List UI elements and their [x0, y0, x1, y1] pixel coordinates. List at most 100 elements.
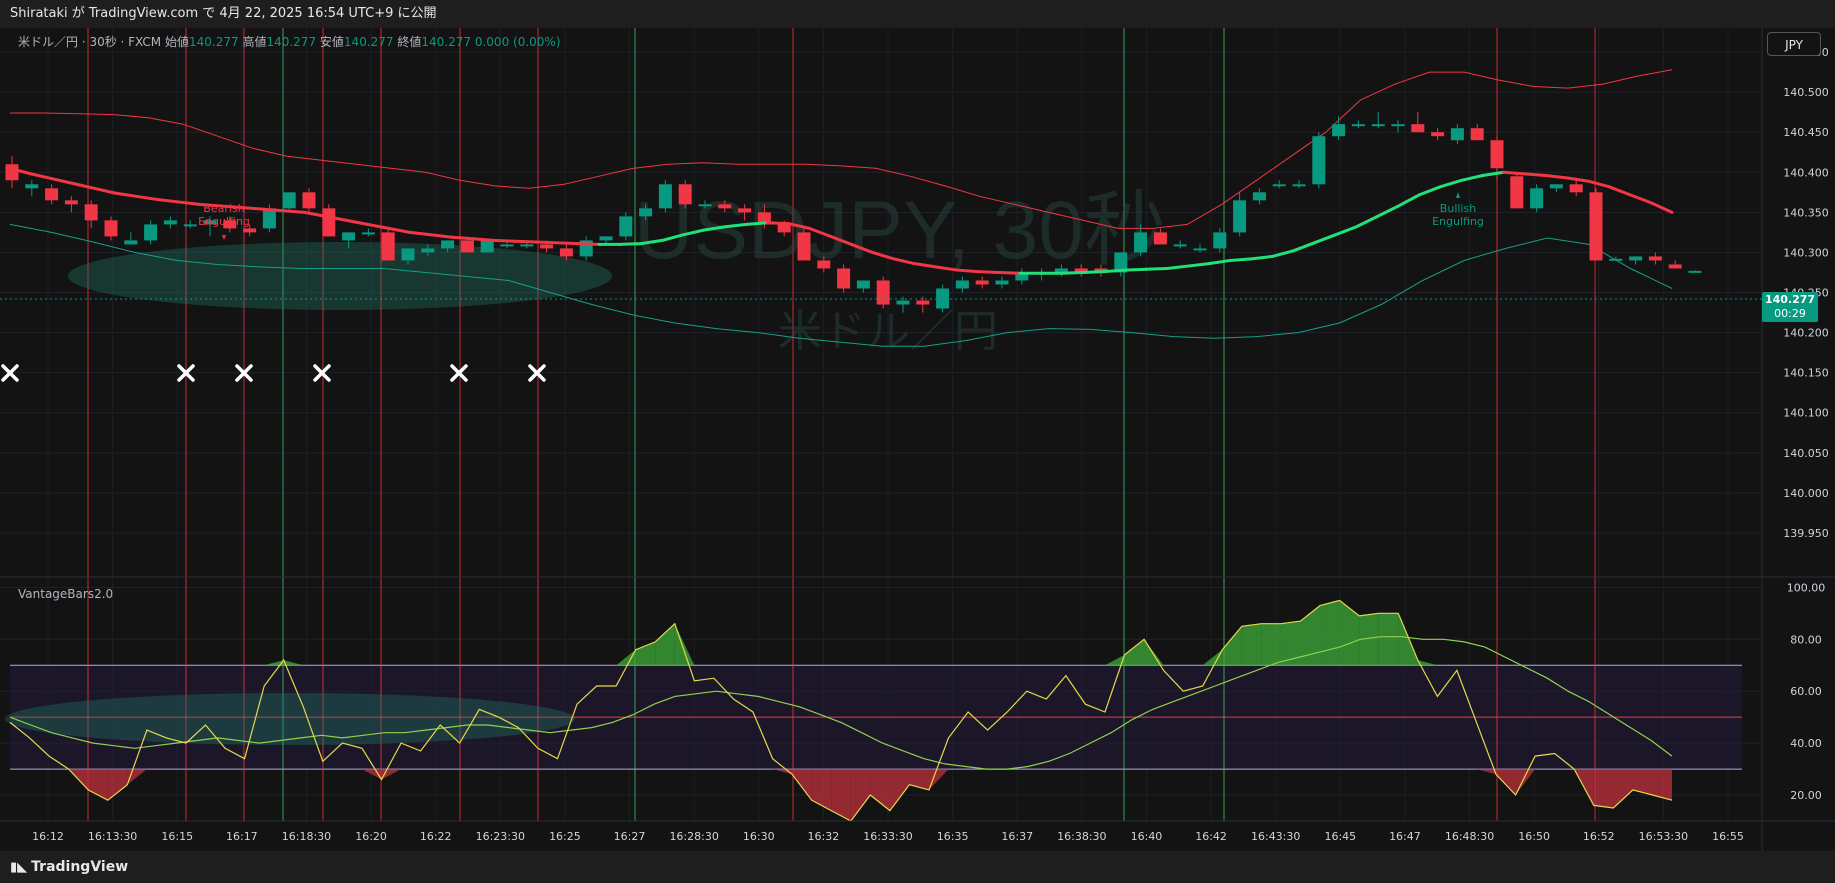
symbol-legend[interactable]: 米ドル／円 · 30秒 · FXCM 始値140.277 高値140.277 安… [18, 33, 561, 50]
candle-body [382, 232, 395, 260]
candle-body [817, 260, 830, 268]
candle-body [1392, 124, 1405, 126]
time-tick-label: 16:30 [743, 830, 775, 843]
time-tick-label: 16:55 [1712, 830, 1744, 843]
candle-body [600, 236, 613, 240]
overbought-fill [1261, 624, 1281, 666]
candle-body [303, 192, 316, 208]
highlight-ellipse-osc [5, 693, 575, 745]
footer: ▮◣TradingView [0, 851, 1835, 883]
candle-body [1471, 128, 1484, 140]
time-tick-label: 16:33:30 [863, 830, 912, 843]
overbought-fill [1379, 613, 1399, 665]
oversold-fill [1594, 769, 1614, 808]
price-tick-label: 140.350 [1783, 206, 1829, 219]
price-tick-label: 140.150 [1783, 367, 1829, 380]
candle-body [1570, 184, 1583, 192]
legend-low: 140.277 [344, 35, 394, 49]
time-tick-label: 16:20 [355, 830, 387, 843]
candle-body [1530, 188, 1543, 208]
indicator-label[interactable]: VantageBars2.0 [18, 587, 113, 601]
ma-segment [1146, 268, 1167, 269]
ma-segment [1504, 172, 1525, 174]
overbought-fill [1242, 624, 1262, 666]
osc-tick-label: 60.00 [1790, 685, 1822, 698]
tradingview-logo-icon: ▮◣ [10, 860, 27, 875]
candle-body [1312, 136, 1325, 184]
time-tick-label: 16:13:30 [88, 830, 137, 843]
tradingview-logo[interactable]: ▮◣TradingView [10, 859, 128, 875]
currency-button[interactable]: JPY [1767, 32, 1821, 56]
ma-segment [557, 243, 578, 244]
time-tick-label: 16:25 [549, 830, 581, 843]
legend-high-label: 高値 [242, 35, 266, 49]
candle-body [1590, 192, 1603, 260]
candle-body [738, 208, 751, 212]
osc-tick-label: 20.00 [1790, 789, 1822, 802]
ma-segment [473, 239, 494, 241]
annotation-bullish: Bullish [1440, 202, 1476, 215]
candle-body [1451, 128, 1464, 140]
price-tick-label: 140.100 [1783, 407, 1829, 420]
price-tick-label: 139.950 [1783, 527, 1829, 540]
time-tick-label: 16:17 [226, 830, 258, 843]
candle-body [1629, 256, 1642, 260]
candle-body [1550, 184, 1563, 188]
overbought-fill [1281, 621, 1301, 665]
ma-segment [1062, 272, 1083, 273]
osc-tick-label: 40.00 [1790, 737, 1822, 750]
candle-body [916, 301, 929, 305]
time-tick-label: 16:50 [1518, 830, 1550, 843]
time-tick-label: 16:15 [161, 830, 193, 843]
time-tick-label: 16:52 [1583, 830, 1615, 843]
candle-body [619, 216, 632, 236]
highlight-ellipse-price [68, 242, 612, 310]
candle-body [65, 200, 78, 204]
candle-body [25, 184, 38, 188]
candle-body [85, 204, 98, 220]
candle-body [718, 204, 731, 208]
time-tick-label: 16:22 [420, 830, 452, 843]
candle-body [996, 280, 1009, 284]
candle-body [1213, 232, 1226, 248]
ma-segment [1125, 269, 1146, 270]
candle-body [1253, 192, 1266, 200]
candle-body [362, 232, 375, 234]
ma-segment [620, 244, 641, 245]
overbought-fill [1320, 600, 1340, 665]
price-tick-label: 140.050 [1783, 447, 1829, 460]
ma-segment [262, 209, 283, 211]
candle-body [1491, 140, 1504, 168]
legend-open-label: 始値 [165, 35, 189, 49]
candle-body [1293, 184, 1306, 186]
price-tick-label: 140.000 [1783, 487, 1829, 500]
time-tick-label: 16:53:30 [1639, 830, 1688, 843]
candle-body [679, 184, 692, 204]
legend-open: 140.277 [189, 35, 239, 49]
candle-body [1352, 124, 1365, 126]
chart-area[interactable]: USDJPY, 30秒 米ドル／円 140.550140.500140.4501… [0, 28, 1835, 851]
candle-body [461, 240, 474, 252]
time-tick-label: 16:48:30 [1445, 830, 1494, 843]
candle-body [6, 164, 19, 180]
time-tick-label: 16:43:30 [1251, 830, 1300, 843]
ma-segment [283, 211, 304, 213]
ma-segment [578, 244, 599, 245]
osc-tick-label: 80.00 [1790, 633, 1822, 646]
time-tick-label: 16:18:30 [282, 830, 331, 843]
candle-body [283, 192, 296, 208]
candle-body [124, 240, 137, 244]
legend-high: 140.277 [266, 35, 316, 49]
ma-segment [1230, 259, 1251, 261]
osc-tick-label: 100.00 [1787, 581, 1826, 594]
time-tick-label: 16:35 [937, 830, 969, 843]
ma-segment [1104, 270, 1125, 272]
time-tick-label: 16:23:30 [476, 830, 525, 843]
candle-body [1134, 232, 1147, 252]
time-axis: 16:12 16:13:30 16:15 16:17 16:18:30 16:20 16:2… [32, 830, 1744, 843]
candle-body [1273, 184, 1286, 186]
time-tick-label: 16:12 [32, 830, 64, 843]
badge-countdown: 00:29 [1774, 307, 1806, 320]
badge-price: 140.277 [1762, 293, 1818, 307]
price-tick-label: 140.400 [1783, 166, 1829, 179]
